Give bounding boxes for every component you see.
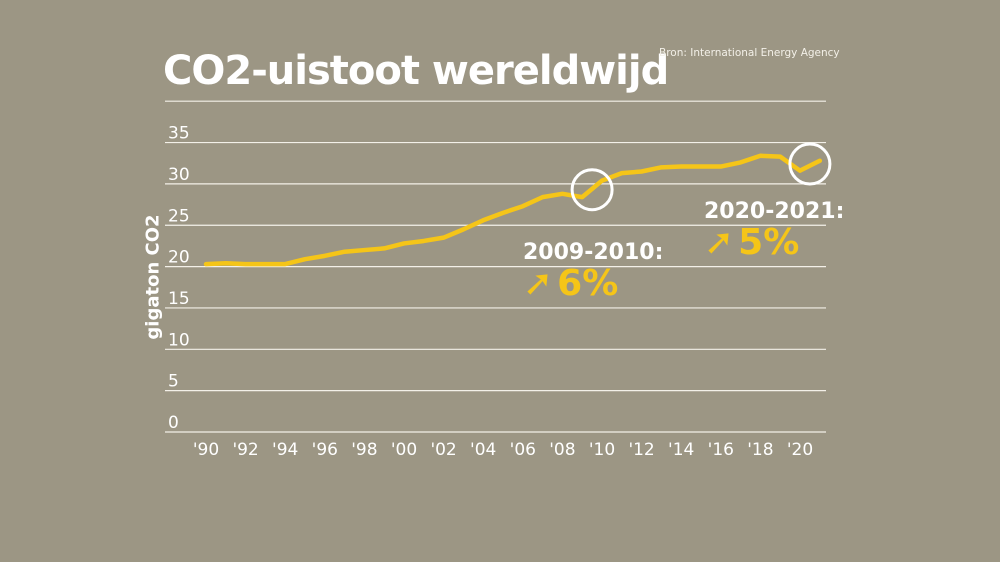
annotation-change: 6% — [557, 263, 619, 304]
chart-title: CO2-uistoot wereldwijd — [163, 48, 669, 94]
y-tick-label: 10 — [168, 330, 190, 350]
y-tick-label: 35 — [168, 124, 190, 144]
arrow-up-right-icon: ➚ — [523, 263, 554, 304]
x-tick-label: '08 — [549, 440, 575, 460]
x-tick-label: '18 — [747, 440, 773, 460]
x-tick-label: '14 — [668, 440, 694, 460]
y-tick-label: 20 — [168, 248, 190, 268]
y-tick-label: 5 — [168, 372, 179, 392]
x-tick-label: '20 — [787, 440, 813, 460]
x-tick-label: '94 — [272, 440, 298, 460]
annotation-change: 5% — [738, 222, 800, 263]
chart-source: Bron: International Energy Agency — [659, 47, 840, 59]
x-tick-label: '06 — [510, 440, 536, 460]
y-tick-label: 30 — [168, 165, 190, 185]
x-tick-label: '00 — [391, 440, 417, 460]
series-line — [203, 153, 823, 267]
x-tick-label: '98 — [351, 440, 377, 460]
x-tick-label: '02 — [430, 440, 456, 460]
annotation-2020-2021: 2020-2021: ➚ 5% — [704, 199, 844, 263]
highlight-circle — [788, 142, 832, 186]
x-tick-label: '16 — [708, 440, 734, 460]
x-tick-label: '10 — [589, 440, 615, 460]
y-tick-label: 25 — [168, 206, 190, 226]
annotation-period: 2020-2021: — [704, 199, 845, 224]
arrow-up-right-icon: ➚ — [704, 222, 735, 263]
x-tick-label: '04 — [470, 440, 496, 460]
annotation-period: 2009-2010: — [523, 240, 664, 265]
annotation-2009-2010: 2009-2010: ➚ 6% — [523, 240, 663, 304]
x-tick-label: '90 — [193, 440, 219, 460]
highlight-circle — [570, 168, 614, 212]
y-tick-label: 15 — [168, 289, 190, 309]
x-tick-label: '96 — [312, 440, 338, 460]
x-tick-label: '92 — [232, 440, 258, 460]
x-tick-label: '12 — [628, 440, 654, 460]
y-tick-label: 0 — [168, 413, 179, 433]
